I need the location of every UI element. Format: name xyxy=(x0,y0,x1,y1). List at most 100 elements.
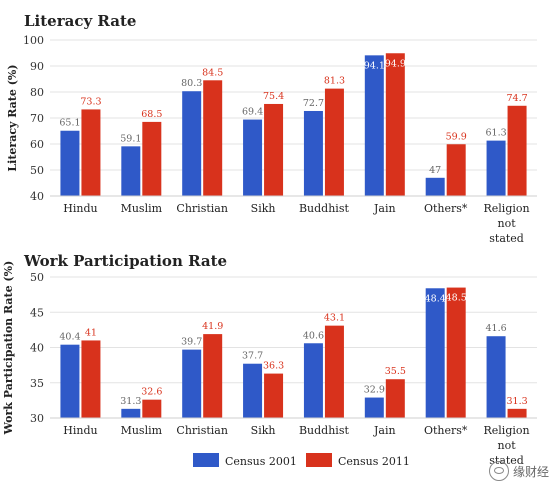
data-label: 72.7 xyxy=(303,98,324,109)
x-tick-label: not xyxy=(497,439,516,452)
data-label: 69.4 xyxy=(242,107,263,118)
data-label: 36.3 xyxy=(263,361,284,372)
data-label: 94.1 xyxy=(364,60,385,71)
x-tick-label: not xyxy=(497,217,516,230)
data-label: 39.7 xyxy=(181,337,202,348)
data-label: 35.5 xyxy=(385,366,406,377)
data-label: 80.3 xyxy=(181,78,202,89)
bar xyxy=(203,334,223,418)
x-tick-label: Religion xyxy=(484,202,530,215)
bar xyxy=(203,80,223,196)
bar xyxy=(142,399,162,418)
chart-title: Work Participation Rate xyxy=(23,252,227,270)
y-tick-label: 60 xyxy=(30,138,44,151)
y-axis-label: Work Participation Rate (%) xyxy=(2,261,15,436)
data-label: 37.7 xyxy=(242,351,263,362)
y-tick-label: 30 xyxy=(30,412,44,425)
bar xyxy=(507,105,527,196)
legend-label: Census 2001 xyxy=(225,455,297,468)
bar xyxy=(182,349,202,418)
bar xyxy=(121,408,141,418)
y-tick-label: 100 xyxy=(23,34,44,47)
y-tick-label: 80 xyxy=(30,86,44,99)
x-tick-label: Jain xyxy=(373,424,396,437)
bar xyxy=(121,146,141,196)
x-tick-label: Buddhist xyxy=(299,202,349,215)
bar xyxy=(182,91,202,196)
bar xyxy=(81,340,101,418)
data-label: 81.3 xyxy=(324,76,345,87)
bar xyxy=(243,119,263,196)
bar xyxy=(446,287,466,418)
data-label: 41 xyxy=(85,327,97,338)
data-label: 59.9 xyxy=(446,131,467,142)
bar xyxy=(425,177,445,196)
x-tick-label: Others* xyxy=(424,424,468,437)
y-tick-label: 45 xyxy=(30,306,44,319)
bar xyxy=(60,344,80,418)
y-axis-label: Literacy Rate (%) xyxy=(6,64,19,171)
watermark: 缘财经 xyxy=(488,461,549,481)
x-tick-label: Muslim xyxy=(121,202,163,215)
x-tick-label: stated xyxy=(489,232,524,245)
x-tick-label: Sikh xyxy=(251,202,276,215)
bar xyxy=(385,379,405,418)
x-tick-label: Sikh xyxy=(251,424,276,437)
data-label: 73.3 xyxy=(80,96,101,107)
data-label: 65.1 xyxy=(59,118,80,129)
x-tick-label: Christian xyxy=(176,424,228,437)
watermark-text: 缘财经 xyxy=(512,464,549,479)
wechat-icon xyxy=(488,461,509,481)
legend-swatch xyxy=(306,453,332,467)
bar xyxy=(303,110,323,196)
y-tick-label: 35 xyxy=(30,377,44,390)
x-tick-label: Jain xyxy=(373,202,396,215)
bar xyxy=(264,103,284,196)
bar xyxy=(446,144,466,196)
bar xyxy=(425,288,445,418)
data-label: 43.1 xyxy=(324,313,345,324)
bar xyxy=(507,408,527,418)
y-tick-label: 40 xyxy=(30,342,44,355)
data-label: 47 xyxy=(429,165,441,176)
bar xyxy=(324,325,344,418)
bar xyxy=(486,336,506,418)
data-label: 31.3 xyxy=(506,396,527,407)
x-tick-label: Muslim xyxy=(121,424,163,437)
bar xyxy=(486,140,506,196)
bar xyxy=(385,53,405,197)
bar xyxy=(324,88,344,196)
data-label: 48.4 xyxy=(425,293,446,304)
bar xyxy=(303,343,323,418)
data-label: 41.9 xyxy=(202,321,223,332)
x-tick-label: Buddhist xyxy=(299,424,349,437)
y-tick-label: 40 xyxy=(30,190,44,203)
x-tick-label: Religion xyxy=(484,424,530,437)
data-label: 32.9 xyxy=(364,385,385,396)
bar xyxy=(364,55,384,197)
y-tick-label: 50 xyxy=(30,164,44,177)
data-label: 61.3 xyxy=(485,128,506,139)
x-tick-label: Others* xyxy=(424,202,468,215)
data-label: 68.5 xyxy=(141,109,162,120)
bar xyxy=(264,373,284,418)
x-tick-label: Hindu xyxy=(63,202,97,215)
x-tick-label: Christian xyxy=(176,202,228,215)
data-label: 84.5 xyxy=(202,67,223,78)
data-label: 32.6 xyxy=(141,387,162,398)
legend-swatch xyxy=(193,453,219,467)
bar xyxy=(142,121,162,196)
y-tick-label: 70 xyxy=(30,112,44,125)
legend-label: Census 2011 xyxy=(338,455,410,468)
chart-title: Literacy Rate xyxy=(24,12,136,30)
y-tick-label: 50 xyxy=(30,271,44,284)
y-tick-label: 90 xyxy=(30,60,44,73)
bar xyxy=(364,397,384,418)
x-tick-label: Hindu xyxy=(63,424,97,437)
bar xyxy=(243,363,263,418)
data-label: 74.7 xyxy=(506,93,527,104)
bar xyxy=(60,130,80,196)
data-label: 75.4 xyxy=(263,91,284,102)
